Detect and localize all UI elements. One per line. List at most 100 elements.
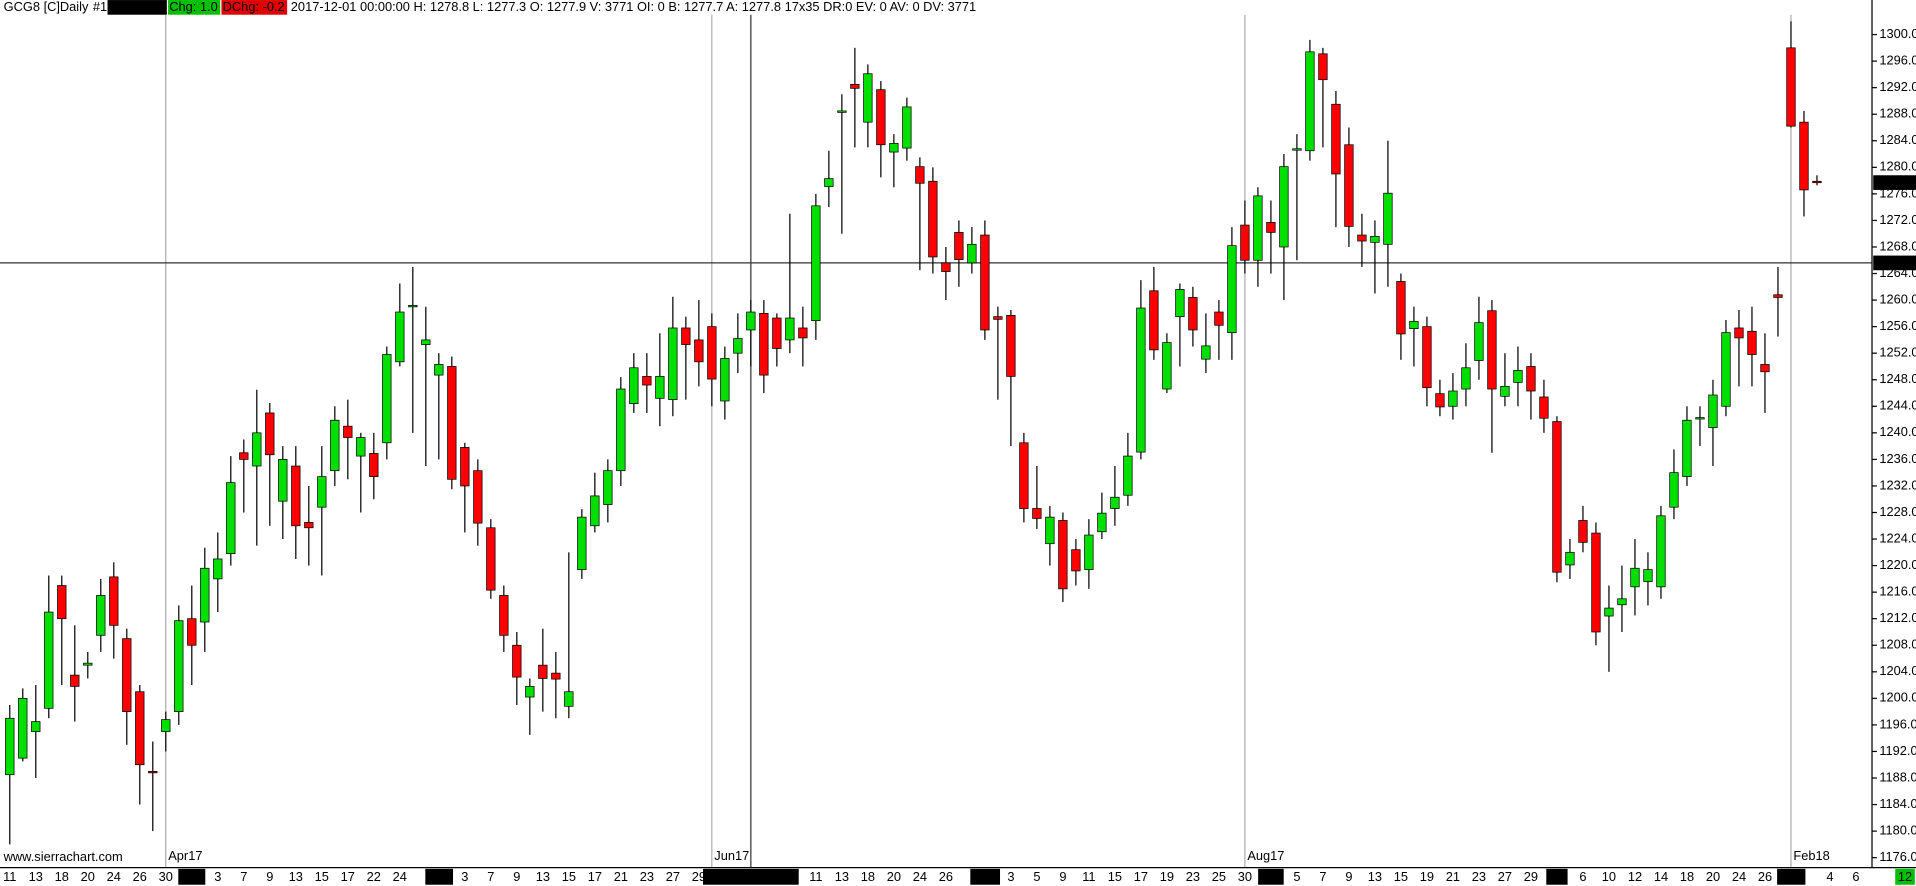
y-tick-label: 1252.0 bbox=[1879, 345, 1916, 360]
x-tick-label: 29 bbox=[692, 869, 706, 884]
x-tick-label: 23 bbox=[1186, 869, 1200, 884]
candle-body bbox=[486, 527, 496, 591]
candle-body bbox=[317, 476, 327, 508]
x-tick-label: 10 bbox=[1602, 869, 1616, 884]
y-tick-label: 1256.0 bbox=[1879, 318, 1916, 333]
x-tick-label: Jul bbox=[1549, 869, 1565, 884]
y-tick-label: 1292.0 bbox=[1879, 79, 1916, 94]
candle-body bbox=[577, 516, 587, 570]
x-tick-label: 3 bbox=[461, 869, 468, 884]
x-tick-label: 6 bbox=[1579, 869, 1586, 884]
y-tick-label: 1300.0 bbox=[1879, 26, 1916, 41]
candle-body bbox=[1604, 607, 1614, 617]
y-tick-label: 1204.0 bbox=[1879, 663, 1916, 678]
x-tick-label: 24 bbox=[393, 869, 407, 884]
candle-body bbox=[382, 354, 392, 444]
candle-body bbox=[1331, 103, 1341, 175]
candle-body bbox=[252, 432, 262, 467]
candle-body bbox=[369, 453, 379, 478]
crosshair-price-label: 1265.6 bbox=[1876, 254, 1915, 269]
x-tick-label: 13 bbox=[289, 869, 303, 884]
candle-body bbox=[1682, 419, 1692, 478]
x-tick-label: 20 bbox=[81, 869, 95, 884]
y-tick-label: 1200.0 bbox=[1879, 690, 1916, 705]
y-tick-label: 1284.0 bbox=[1879, 132, 1916, 147]
candle-body bbox=[915, 166, 925, 184]
candle-body bbox=[304, 522, 314, 529]
candle-body bbox=[525, 686, 535, 698]
x-tick-label: 11 bbox=[3, 869, 16, 884]
y-tick-label: 1176.0 bbox=[1879, 849, 1916, 864]
y-tick-label: 1240.0 bbox=[1879, 424, 1916, 439]
x-tick-label: 11 bbox=[1082, 869, 1095, 884]
candle-body bbox=[1123, 455, 1133, 496]
candle-body bbox=[1214, 311, 1224, 326]
candle-body bbox=[473, 470, 483, 524]
candle-body bbox=[1747, 330, 1757, 355]
x-tick-label: 15 bbox=[1394, 869, 1408, 884]
x-tick-label: 27 bbox=[666, 869, 680, 884]
candle-body bbox=[941, 262, 951, 272]
candle-body bbox=[1721, 332, 1731, 407]
candle-body bbox=[1656, 515, 1666, 588]
candle-body bbox=[226, 482, 236, 555]
y-tick-label: 1220.0 bbox=[1879, 557, 1916, 572]
x-tick-label: 14 bbox=[1654, 869, 1668, 884]
candle-body bbox=[1409, 320, 1419, 329]
y-tick-label: 1228.0 bbox=[1879, 504, 1916, 519]
x-tick-label: 29 bbox=[1524, 869, 1538, 884]
candle-body bbox=[1565, 551, 1575, 566]
y-tick-label: 1184.0 bbox=[1879, 796, 1916, 811]
x-tick-label: 15 bbox=[562, 869, 576, 884]
x-tick-label: 23 bbox=[1472, 869, 1486, 884]
period-label: Feb18 bbox=[1793, 848, 1829, 863]
y-tick-label: 1280.0 bbox=[1879, 159, 1916, 174]
x-tick-highlight bbox=[1777, 868, 1806, 885]
y-tick-label: 1260.0 bbox=[1879, 291, 1916, 306]
candle-body bbox=[1760, 364, 1770, 373]
candle-body bbox=[889, 143, 899, 153]
candle-body bbox=[629, 367, 639, 404]
x-tick-label: Feb bbox=[181, 869, 203, 884]
candle-body bbox=[1227, 245, 1237, 333]
crosshair-price-box bbox=[1873, 255, 1916, 271]
candle-body bbox=[1695, 417, 1705, 420]
candle-body bbox=[1617, 598, 1627, 606]
candle-body bbox=[408, 305, 418, 308]
candle-body bbox=[1136, 307, 1146, 453]
candle-body bbox=[603, 470, 613, 505]
candle-body bbox=[798, 327, 808, 339]
change-box: Chg: 1.0 bbox=[169, 0, 218, 14]
candle-body bbox=[824, 178, 834, 187]
candle-body bbox=[1162, 342, 1172, 390]
x-tick-highlight bbox=[703, 868, 799, 885]
candle-body bbox=[1253, 195, 1263, 261]
candle-body bbox=[1383, 192, 1393, 245]
candle-body bbox=[5, 717, 15, 776]
y-tick-label: 1236.0 bbox=[1879, 451, 1916, 466]
candle-body bbox=[174, 620, 184, 712]
candle-body bbox=[837, 110, 847, 113]
candle-body bbox=[161, 719, 171, 732]
x-tick-label: 7 bbox=[240, 869, 247, 884]
candle-body bbox=[1292, 148, 1302, 151]
x-tick-label: Tue 2017-04-04 bbox=[705, 869, 796, 884]
x-tick-label: 5 bbox=[1033, 869, 1040, 884]
candle-body bbox=[44, 611, 54, 709]
candle-body bbox=[1708, 394, 1718, 428]
y-tick-label: 1192.0 bbox=[1879, 743, 1916, 758]
candle-body bbox=[1812, 180, 1822, 184]
candle-body bbox=[551, 672, 561, 680]
candle-body bbox=[1240, 224, 1250, 261]
candle-body bbox=[57, 585, 67, 620]
y-tick-label: 1244.0 bbox=[1879, 398, 1916, 413]
status-bar: GCG8 [C] Daily #1 C: 1277.7 Chg: 1.0 DChg:… bbox=[4, 0, 976, 15]
x-tick-highlight bbox=[1258, 868, 1284, 885]
candle-body bbox=[278, 459, 288, 502]
candle-body bbox=[330, 419, 340, 472]
candle-body bbox=[1591, 532, 1601, 633]
x-tick-label: 9 bbox=[513, 869, 520, 884]
y-tick-label: 1196.0 bbox=[1879, 716, 1916, 731]
